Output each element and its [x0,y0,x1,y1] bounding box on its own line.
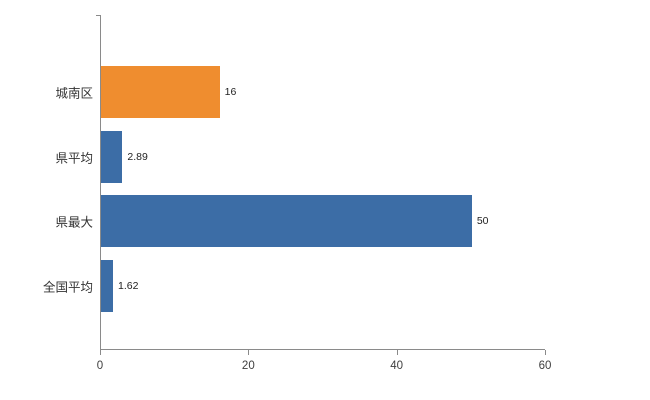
value-label: 50 [476,215,489,228]
category-label: 城南区 [55,86,93,101]
value-label: 16 [224,86,237,99]
value-label: 1.62 [118,279,139,292]
category-label: 県最大 [55,215,93,230]
bar[interactable] [101,130,123,183]
bar-row: 県最大 50 [55,195,546,248]
category-label: 全国平均 [42,280,93,295]
x-axis-tick-label: 60 [538,360,552,372]
bar[interactable] [101,195,472,248]
bar-row: 県平均 2.89 [55,130,546,183]
y-axis-top-tick [96,15,100,16]
x-axis-tick-label: 20 [241,360,255,372]
value-label: 2.89 [127,150,148,163]
x-axis-tick-label: 40 [390,360,404,372]
bar[interactable] [101,66,220,119]
x-axis-tick [100,350,101,355]
x-axis-tick [396,350,398,355]
x-axis-line [100,349,545,350]
x-axis-tick [545,350,546,355]
y-axis-line [100,15,101,350]
bar[interactable] [101,259,113,312]
x-axis-tick [248,350,250,355]
bar-row: 全国平均 1.62 [43,259,546,312]
x-axis-tick-label: 0 [96,360,104,372]
bar-row: 城南区 16 [55,66,546,119]
plot-area: 城南区 16 県平均 2.89 県最大 50 全国平均 1.62 0 20 40 60 [43,15,551,372]
category-label: 県平均 [55,151,93,166]
